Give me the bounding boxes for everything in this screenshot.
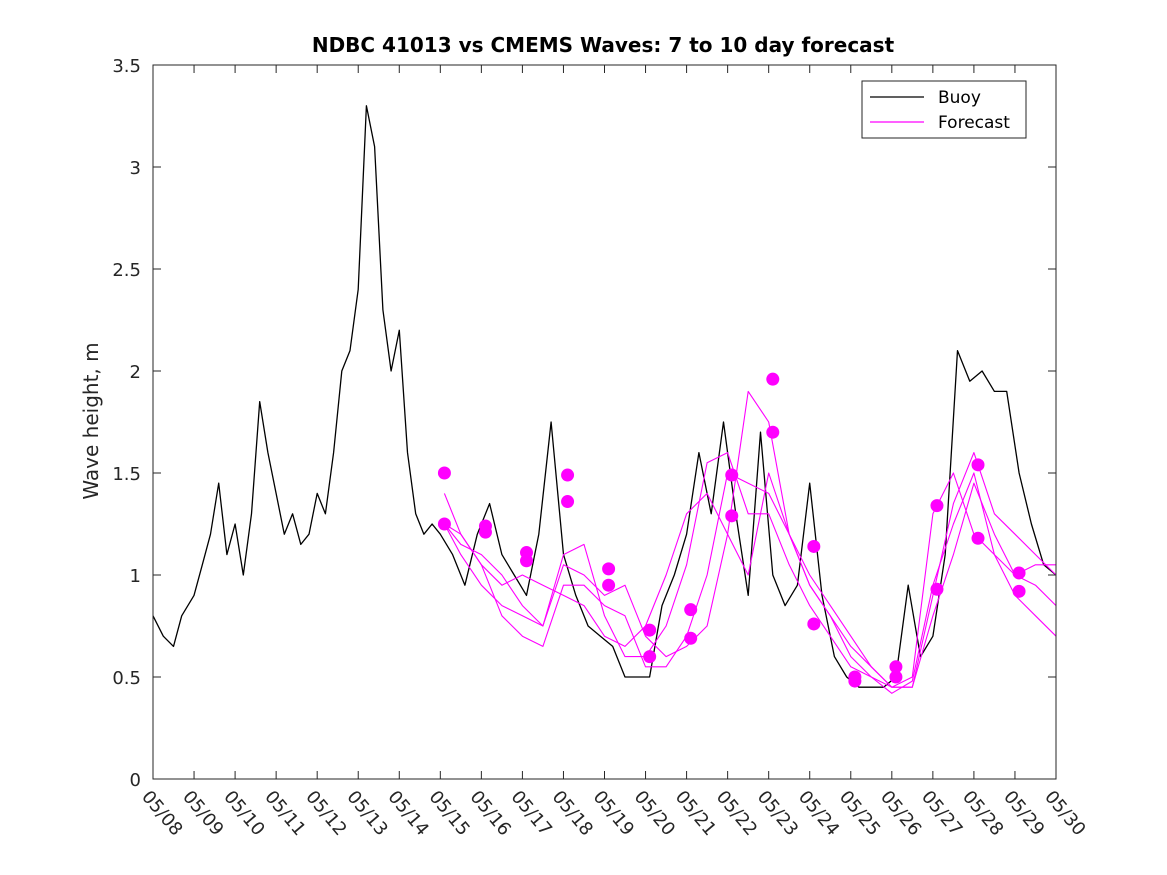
forecast-marker [889, 670, 903, 684]
y-tick-label: 1 [130, 566, 141, 587]
y-tick-label: 2.5 [112, 260, 141, 281]
forecast-marker [807, 539, 821, 553]
y-tick-label: 3.5 [112, 56, 141, 77]
plot-area: 00.511.522.533.5 05/0805/0905/1005/1105/… [112, 56, 1089, 840]
forecast-marker [930, 499, 944, 513]
marker-layer [437, 372, 1026, 688]
series-layer [152, 105, 1057, 694]
y-tick-label: 1.5 [112, 464, 141, 485]
forecast-marker [930, 582, 944, 596]
legend-buoy-label: Buoy [938, 88, 981, 108]
forecast-marker [971, 531, 985, 545]
forecast-marker [561, 468, 575, 482]
forecast-marker [807, 617, 821, 631]
forecast-marker [437, 517, 451, 531]
forecast-marker [848, 674, 862, 688]
legend: Buoy Forecast [861, 80, 1027, 139]
forecast-marker [643, 623, 657, 637]
forecast-marker [889, 660, 903, 674]
forecast-marker [684, 603, 698, 617]
forecast-marker [766, 425, 780, 439]
forecast-marker [602, 562, 616, 576]
forecast-marker [437, 466, 451, 480]
y-tick-label: 3 [130, 158, 141, 179]
forecast-marker [766, 372, 780, 386]
forecast-marker [725, 468, 739, 482]
forecast-marker [561, 495, 575, 509]
y-tick-label: 2 [130, 362, 141, 383]
forecast-marker [684, 631, 698, 645]
forecast-marker [971, 458, 985, 472]
y-axis-label: Wave height, m [79, 342, 103, 499]
y-tick-label: 0.5 [112, 668, 141, 689]
plot-background [153, 65, 1056, 779]
legend-forecast-label: Forecast [938, 113, 1010, 133]
legend-box [861, 80, 1027, 139]
y-tick-label: 0 [130, 770, 141, 791]
forecast-marker [725, 509, 739, 523]
forecast-marker [1012, 584, 1026, 598]
forecast-marker [1012, 566, 1026, 580]
chart-title: NDBC 41013 vs CMEMS Waves: 7 to 10 day f… [312, 33, 895, 57]
y-axis: 0 0.5 1 1.5 2 2.5 3 3.5 [112, 56, 1056, 791]
forecast-marker [643, 650, 657, 664]
series-line-forecast-1 [443, 472, 1057, 688]
series-line-forecast-3 [443, 390, 1057, 688]
forecast-marker [478, 525, 492, 539]
series-line-forecast-4 [444, 472, 1057, 694]
forecast-marker [602, 578, 616, 592]
forecast-marker [520, 554, 534, 568]
